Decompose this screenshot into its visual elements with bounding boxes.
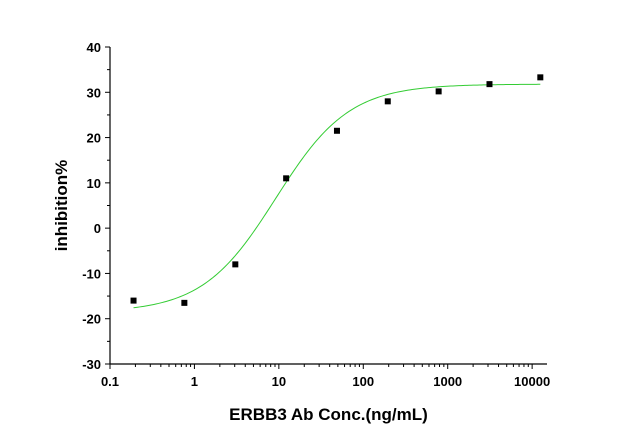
x-tick-label: 10000: [514, 374, 550, 389]
y-tick-label: 20: [87, 131, 101, 146]
data-point: [283, 175, 290, 182]
fit-curve-layer: [133, 83, 541, 309]
y-tick-label: 40: [87, 40, 101, 55]
x-axis-title: ERBB3 Ab Conc.(ng/mL): [229, 405, 428, 424]
y-tick-label: 0: [94, 221, 101, 236]
y-tick-label: -30: [82, 357, 101, 372]
axes: [109, 47, 547, 365]
x-axis-ticks: 0.1 1 10 100 1000 10000: [101, 364, 550, 389]
data-points: [130, 74, 544, 306]
y-tick-label: 10: [87, 176, 101, 191]
x-tick-label: 0.1: [101, 374, 119, 389]
data-point: [486, 81, 493, 88]
y-tick-label: 30: [87, 85, 101, 100]
y-axis-ticks: -30 -20 -10 0 10 20 30 40: [82, 40, 110, 372]
y-tick-label: -20: [82, 312, 101, 327]
data-point: [181, 299, 188, 306]
data-point: [435, 88, 442, 95]
x-tick-label: 10: [272, 374, 286, 389]
data-point: [333, 127, 340, 134]
y-tick-label: -10: [82, 266, 101, 281]
fit-curve: [133, 83, 541, 309]
x-tick-label: 1000: [433, 374, 462, 389]
data-point: [130, 297, 137, 304]
x-tick-label: 100: [352, 374, 374, 389]
x-tick-label: 1: [191, 374, 198, 389]
y-axis-title: inhibition%: [52, 160, 71, 252]
data-point: [537, 74, 544, 81]
data-point: [384, 98, 391, 105]
data-point: [232, 261, 239, 268]
